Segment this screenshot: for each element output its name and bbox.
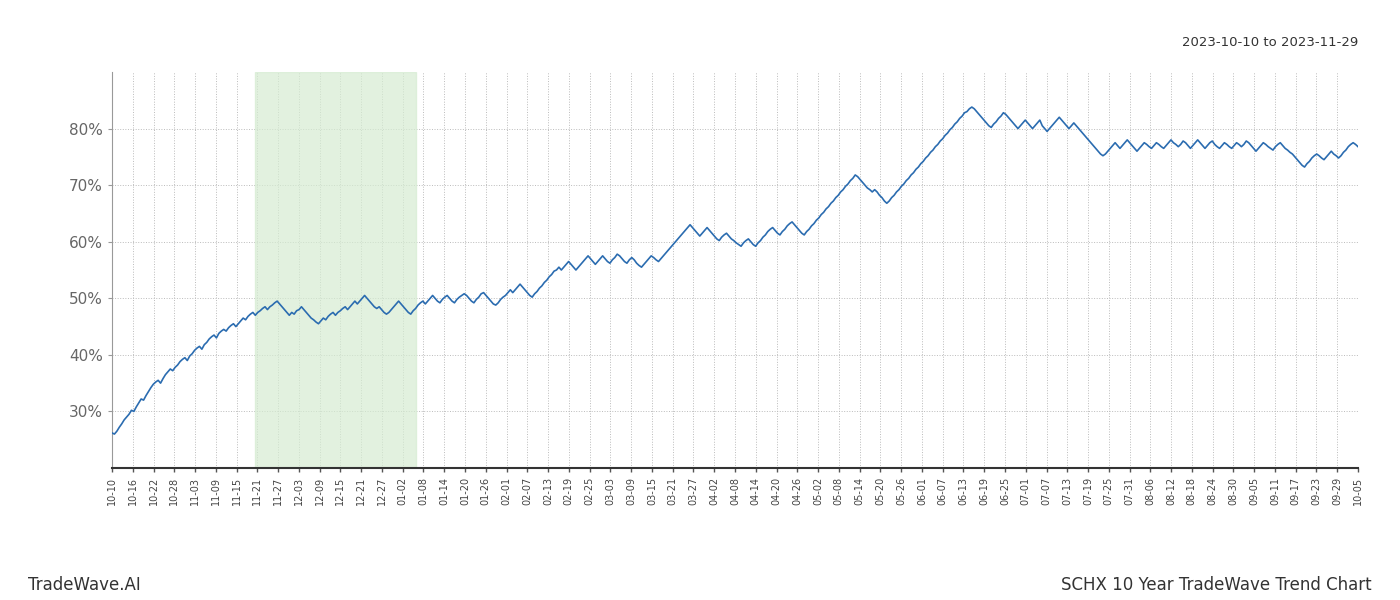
Text: SCHX 10 Year TradeWave Trend Chart: SCHX 10 Year TradeWave Trend Chart [1061,576,1372,594]
Text: 2023-10-10 to 2023-11-29: 2023-10-10 to 2023-11-29 [1182,36,1358,49]
Text: TradeWave.AI: TradeWave.AI [28,576,141,594]
Bar [255,72,416,468]
